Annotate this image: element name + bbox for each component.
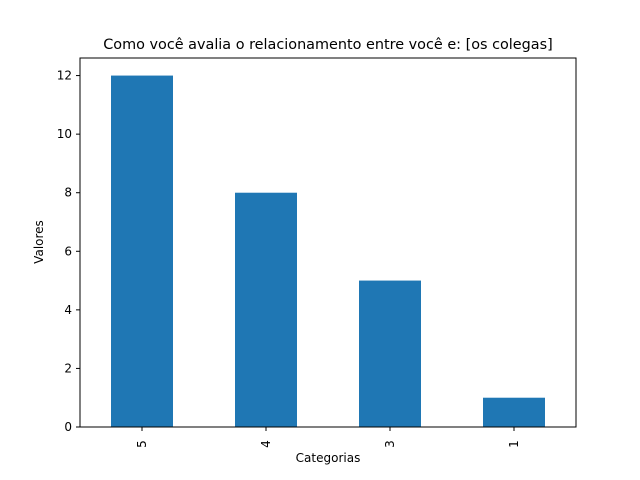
y-tick-label: 2	[64, 361, 72, 375]
bar-4	[235, 192, 297, 427]
x-tick-label: 4	[259, 440, 273, 448]
x-axis-label: Categorias	[296, 451, 361, 465]
chart-title: Como você avalia o relacionamento entre …	[103, 37, 552, 53]
x-tick-label: 5	[135, 440, 149, 448]
y-axis: 0 2 4 6 8 10 12	[57, 69, 80, 434]
x-tick-label: 3	[383, 440, 397, 448]
x-tick-label: 1	[507, 440, 521, 448]
y-tick-label: 10	[57, 127, 72, 141]
y-tick-label: 0	[64, 420, 72, 434]
x-axis: 5 4 3 1	[135, 427, 521, 448]
bar-5	[111, 75, 173, 428]
plot-frame	[79, 57, 577, 428]
bar-3	[359, 280, 421, 427]
bars-group	[111, 75, 545, 428]
bar-1	[483, 397, 545, 427]
y-axis-label: Valores	[32, 220, 46, 264]
y-tick-label: 4	[64, 303, 72, 317]
y-tick-label: 8	[64, 186, 72, 200]
y-tick-label: 6	[64, 244, 72, 258]
y-tick-label: 12	[57, 69, 72, 83]
